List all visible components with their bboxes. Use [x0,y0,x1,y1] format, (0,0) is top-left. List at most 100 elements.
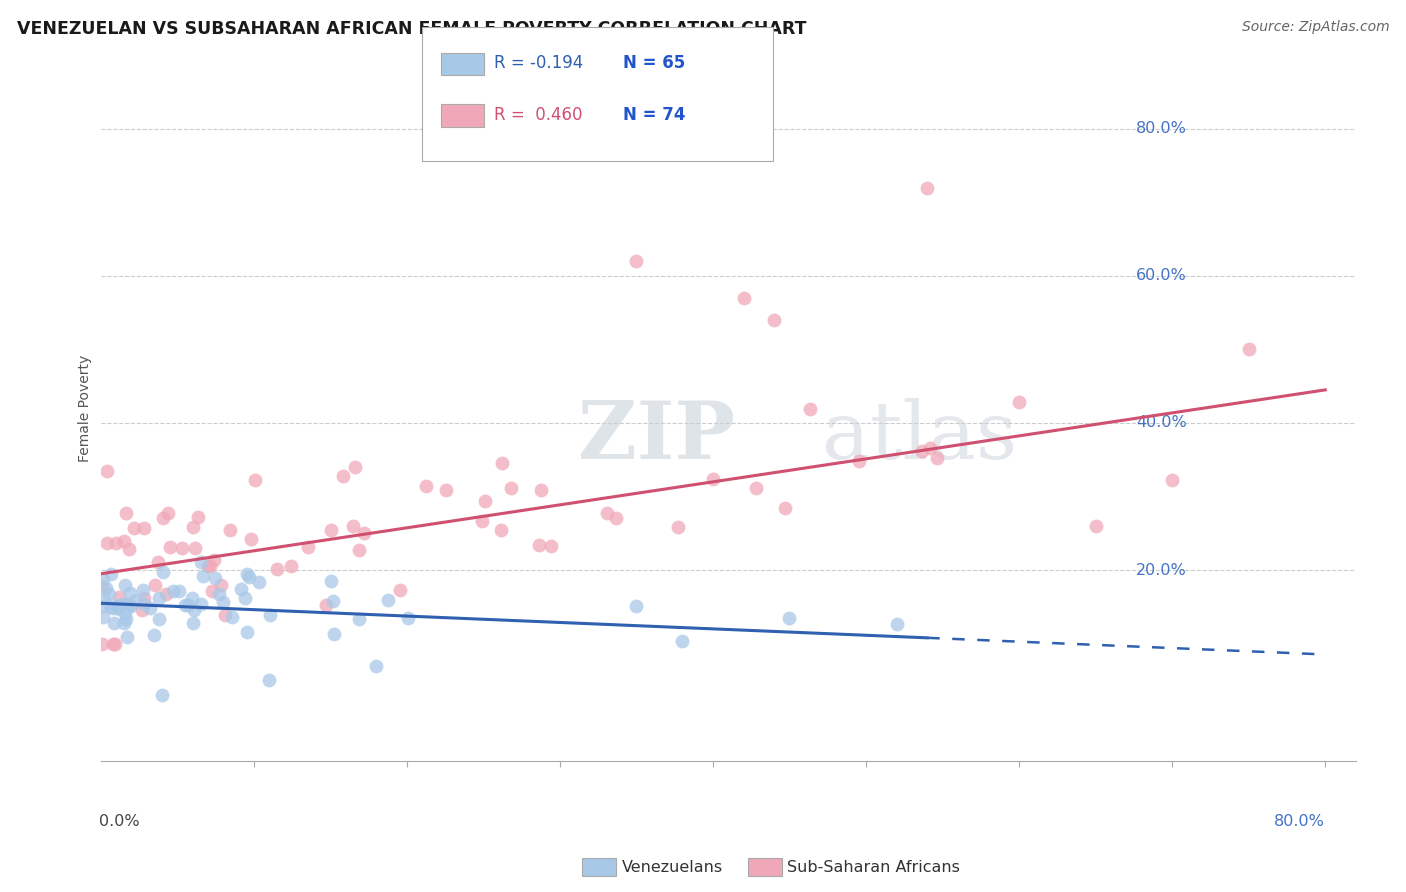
Point [238,570,260,584]
Text: ZIP: ZIP [578,398,734,475]
Point [491,456,513,470]
Point [297,541,319,555]
Point [773,500,796,515]
Point [174,598,197,612]
Point [745,481,768,495]
Point [778,610,800,624]
Point [332,469,354,483]
Point [190,597,212,611]
Point [190,555,212,569]
Point [184,541,207,556]
Point [91,637,114,651]
Point [172,541,194,555]
Point [120,599,142,613]
Point [146,554,169,568]
Point [396,611,419,625]
Point [96,464,118,478]
Point [152,565,174,579]
Point [763,313,786,327]
Point [177,598,200,612]
Point [91,610,114,624]
Point [415,479,437,493]
Point [389,582,412,597]
Point [1161,473,1184,487]
Text: 80.0%: 80.0% [1136,121,1187,136]
Point [249,574,271,589]
Point [605,510,627,524]
Point [920,441,942,455]
Point [131,602,153,616]
Point [349,542,371,557]
Point [911,443,934,458]
Point [115,506,138,520]
Point [132,591,155,605]
Point [169,584,191,599]
Point [243,473,266,487]
Point [148,612,170,626]
Point [112,616,135,631]
Point [150,688,173,702]
Point [434,483,457,497]
Point [323,627,346,641]
Point [94,581,117,595]
Text: 60.0%: 60.0% [1136,268,1187,284]
Text: Source: ZipAtlas.com: Source: ZipAtlas.com [1241,20,1389,34]
Point [266,562,288,576]
Point [530,483,553,497]
Point [103,616,125,631]
Point [115,597,138,611]
Point [471,514,494,528]
Point [240,533,263,547]
Point [666,520,689,534]
Point [162,583,184,598]
Point [626,254,648,268]
Point [596,506,619,520]
Point [101,601,124,615]
Point [132,583,155,598]
Point [157,507,180,521]
Point [209,578,232,592]
Point [915,180,938,194]
Point [125,593,148,607]
Point [111,597,134,611]
Point [353,526,375,541]
Point [107,598,129,612]
Point [233,591,256,606]
Point [155,586,177,600]
Point [1084,518,1107,533]
Point [886,616,908,631]
Point [342,518,364,533]
Point [124,521,146,535]
Point [702,471,724,485]
Point [1008,394,1031,409]
Point [134,597,156,611]
Point [235,624,257,639]
Point [231,582,253,596]
Point [148,591,170,605]
Point [319,574,342,589]
Point [219,523,242,537]
Point [108,601,131,615]
Text: R =  0.460: R = 0.460 [494,106,582,124]
Point [112,533,135,548]
Point [499,481,522,495]
Point [626,599,648,613]
Text: 0.0%: 0.0% [98,814,139,830]
Point [212,595,235,609]
Point [181,615,204,630]
Text: Sub-Saharan Africans: Sub-Saharan Africans [787,860,960,874]
Point [927,450,949,465]
Point [201,584,224,599]
Point [377,593,399,607]
Point [107,600,129,615]
Point [183,603,205,617]
Point [159,540,181,554]
Point [108,590,131,604]
Point [100,566,122,581]
Point [671,633,693,648]
Point [540,540,562,554]
Point [103,637,125,651]
Point [191,569,214,583]
Point [208,587,231,601]
Point [132,521,155,535]
